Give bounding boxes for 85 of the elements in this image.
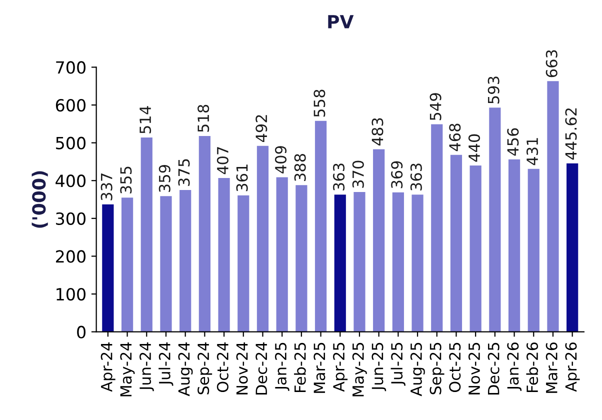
data-label: 388 — [294, 154, 306, 181]
data-label: 363 — [333, 164, 345, 190]
y-tick-label: 300 — [56, 212, 86, 225]
data-label: 558 — [314, 90, 326, 117]
y-tick-label: 100 — [56, 288, 86, 301]
data-label: 355 — [120, 166, 132, 194]
data-label: 407 — [216, 147, 228, 174]
x-tick-label: Apr-26 — [565, 342, 580, 392]
bar — [314, 120, 327, 332]
x-tick-label: Sep-24 — [198, 342, 212, 394]
data-label: 492 — [256, 115, 268, 142]
x-tick-label: Sep-25 — [430, 342, 444, 394]
bar — [354, 192, 366, 332]
data-label: 514 — [140, 106, 152, 134]
x-tick-label: Oct-25 — [449, 342, 461, 392]
bar — [180, 190, 192, 332]
data-label: 431 — [526, 138, 538, 166]
data-label: 518 — [198, 104, 210, 132]
x-tick-label: Jul-25 — [390, 342, 406, 386]
y-tick-label: 600 — [56, 98, 86, 112]
x-tick-label: Apr-25 — [333, 342, 348, 392]
x-tick-label: Jan-26 — [507, 342, 522, 391]
bar — [431, 124, 443, 332]
data-label: 468 — [449, 124, 461, 152]
bar — [276, 177, 288, 332]
bar — [392, 192, 404, 332]
data-label: 456 — [507, 128, 519, 156]
data-label: 549 — [430, 93, 442, 120]
bar — [508, 159, 520, 332]
x-tick-label: Mar-25 — [314, 342, 326, 393]
bar — [547, 81, 559, 332]
data-label: 359 — [158, 164, 170, 192]
bar — [528, 168, 540, 332]
y-tick-label: 400 — [56, 174, 86, 188]
x-tick-label: Dec-25 — [488, 342, 500, 395]
bar — [256, 146, 269, 332]
y-tick-label: 0 — [77, 326, 86, 338]
bar — [121, 198, 134, 332]
x-tick-label: Aug-24 — [178, 342, 193, 396]
x-tick-label: Nov-25 — [468, 342, 480, 394]
data-label: 663 — [546, 50, 558, 78]
bar — [102, 204, 114, 332]
x-tick-label: May-24 — [120, 342, 135, 396]
bar — [373, 149, 385, 332]
bar — [238, 195, 250, 332]
data-label: 361 — [236, 164, 248, 192]
bar — [218, 178, 230, 332]
y-axis-title: ('000) — [32, 171, 48, 228]
data-label: 375 — [178, 159, 190, 186]
x-tick-label: Jan-25 — [274, 342, 290, 391]
bar — [450, 154, 462, 332]
bar — [198, 136, 210, 332]
bar — [160, 196, 172, 332]
data-label: 593 — [488, 76, 500, 104]
data-label: 337 — [100, 174, 112, 200]
data-label: 440 — [468, 134, 480, 162]
data-label: 369 — [391, 161, 403, 188]
x-tick-label: Jun-25 — [372, 342, 386, 392]
y-tick-label: 500 — [56, 136, 86, 150]
bar — [566, 163, 578, 332]
y-tick-label: 700 — [56, 61, 86, 74]
data-label: 409 — [274, 146, 287, 174]
x-tick-label: Dec-24 — [256, 342, 268, 395]
x-tick-label: May-25 — [352, 342, 367, 396]
x-tick-label: Mar-26 — [546, 342, 558, 393]
x-tick-label: Apr-24 — [100, 342, 116, 392]
x-tick-label: Oct-24 — [216, 342, 228, 392]
x-tick-label: Feb-25 — [294, 342, 306, 392]
data-label: 363 — [410, 164, 422, 190]
chart-title: PV — [328, 15, 354, 28]
data-label: 370 — [352, 160, 364, 188]
bar — [489, 108, 501, 332]
bar — [334, 194, 346, 332]
x-tick-label: Aug-25 — [410, 342, 425, 396]
x-tick-label: Jul-24 — [158, 342, 174, 386]
data-label: 445.62 — [565, 108, 577, 160]
bar — [296, 185, 308, 332]
x-tick-label: Feb-26 — [526, 342, 538, 392]
data-label: 483 — [372, 118, 384, 146]
x-tick-label: Jun-24 — [140, 342, 154, 392]
bar — [140, 138, 152, 332]
y-tick-label: 200 — [56, 250, 86, 263]
bar — [412, 194, 424, 332]
x-tick-label: Nov-24 — [236, 342, 248, 394]
bar — [470, 165, 482, 332]
